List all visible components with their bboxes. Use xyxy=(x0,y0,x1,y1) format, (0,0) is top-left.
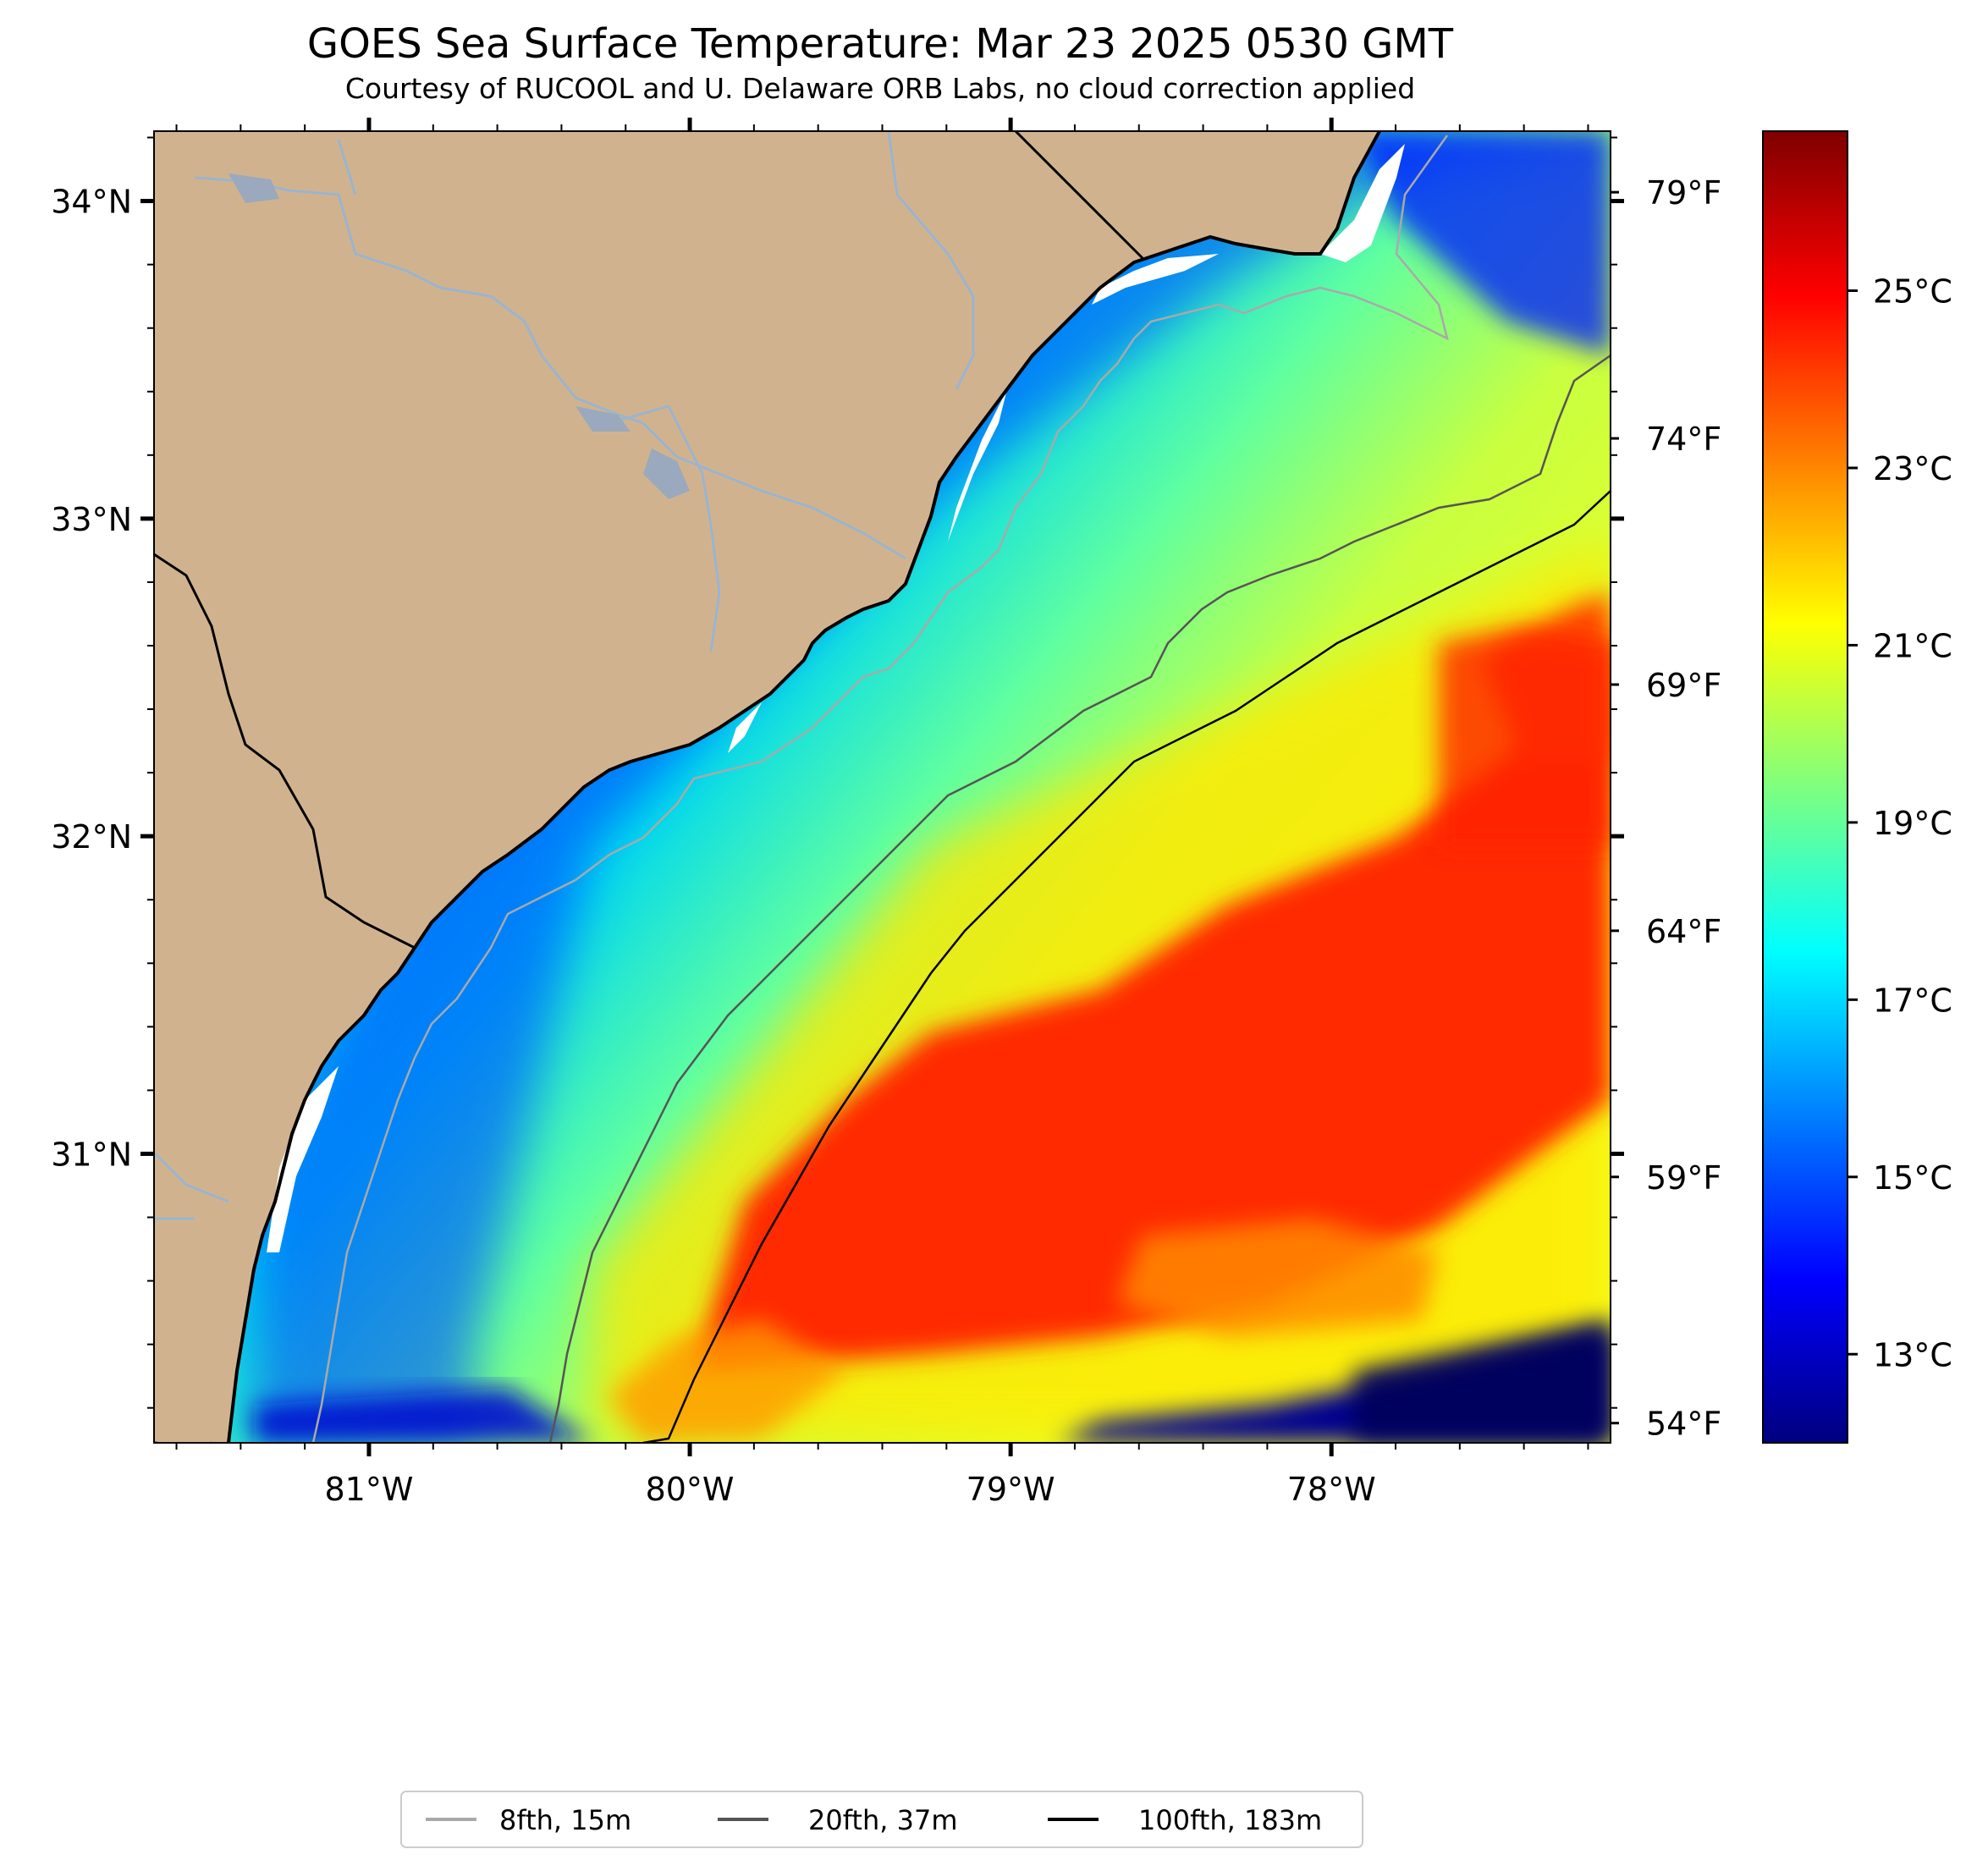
lon-label-1: 80°W xyxy=(646,1471,735,1508)
colorbar-label-1: 23°C xyxy=(1873,450,1952,487)
fahrenheit-axis: 79°F 74°F 69°F 64°F 59°F 54°F xyxy=(1611,174,1721,1443)
colorbar xyxy=(1762,130,1848,1444)
lat-label-3: 31°N xyxy=(51,1136,132,1173)
isobath-8fth xyxy=(311,135,1449,1443)
fahrenheit-label-0: 79°F xyxy=(1646,174,1721,212)
colorbar-label-0: 25°C xyxy=(1873,273,1952,311)
coastline xyxy=(227,131,1381,1443)
lon-label-3: 78°W xyxy=(1287,1471,1376,1508)
isobath-20fth xyxy=(548,354,1611,1443)
fahrenheit-label-1: 74°F xyxy=(1646,421,1721,458)
legend-label-8fth: 8fth, 15m xyxy=(499,1804,631,1836)
colorbar-label-3: 19°C xyxy=(1873,805,1952,842)
fahrenheit-label-5: 54°F xyxy=(1646,1406,1721,1443)
legend-label-20fth: 20fth, 37m xyxy=(808,1804,957,1836)
lon-label-0: 81°W xyxy=(325,1471,414,1508)
longitude-axis: 81°W 80°W 79°W 78°W xyxy=(175,118,1589,1508)
legend-label-100fth: 100fth, 183m xyxy=(1138,1804,1322,1836)
state-borders xyxy=(154,131,1144,1443)
colorbar-label-2: 21°C xyxy=(1873,627,1952,664)
colorbar-label-6: 13°C xyxy=(1873,1336,1952,1373)
lake-upper xyxy=(229,173,279,203)
legend-box xyxy=(400,1791,1363,1848)
rivers xyxy=(154,131,975,1220)
lake-moultrie xyxy=(575,406,631,432)
fahrenheit-label-4: 59°F xyxy=(1646,1159,1721,1197)
lat-label-1: 33°N xyxy=(51,501,132,538)
isobath-100fth xyxy=(642,490,1611,1443)
isobath-legend: 8fth, 15m 20fth, 37m 100fth, 183m xyxy=(400,1791,1363,1848)
colorbar-label-4: 17°C xyxy=(1873,982,1952,1019)
figure-subtitle: Courtesy of RUCOOL and U. Delaware ORB L… xyxy=(345,72,1415,105)
lat-label-0: 34°N xyxy=(51,184,132,221)
lon-label-2: 79°W xyxy=(966,1471,1055,1508)
figure-title: GOES Sea Surface Temperature: Mar 23 202… xyxy=(307,20,1454,68)
map-panel xyxy=(154,131,1611,1443)
fahrenheit-label-3: 64°F xyxy=(1646,913,1721,950)
colorbar-axis: 25°C 23°C 21°C 19°C 17°C 15°C 13°C xyxy=(1848,273,1952,1373)
land-mass xyxy=(154,131,1379,1443)
lake-marion xyxy=(643,448,690,499)
colorbar-label-5: 15°C xyxy=(1873,1159,1952,1197)
latitude-axis: 34°N 33°N 32°N 31°N xyxy=(51,136,1624,1409)
fahrenheit-label-2: 69°F xyxy=(1646,667,1721,704)
lat-label-2: 32°N xyxy=(51,818,132,856)
